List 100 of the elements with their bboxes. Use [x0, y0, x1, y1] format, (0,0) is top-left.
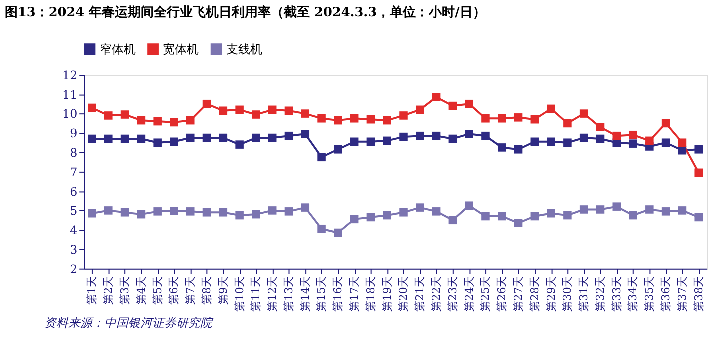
point: [580, 110, 588, 118]
point: [154, 208, 162, 216]
point: [318, 224, 326, 234]
point: [236, 140, 244, 149]
point: [514, 219, 523, 228]
point: [482, 212, 490, 221]
point: [383, 116, 392, 125]
x-tick-label: 第25天: [479, 276, 492, 312]
x-tick-label: 第17天: [348, 276, 362, 312]
x-tick-label: 第1天: [86, 276, 99, 306]
point: [514, 146, 523, 154]
x-tick-label: 第6天: [168, 276, 181, 306]
point: [366, 138, 376, 146]
x-tick-label: 第37天: [676, 276, 689, 312]
y-tick-label: 10: [62, 107, 78, 122]
x-tick-label: 第36天: [660, 276, 673, 312]
point: [301, 204, 310, 212]
point: [448, 134, 458, 144]
point: [154, 138, 162, 148]
point: [416, 106, 424, 114]
point: [236, 211, 244, 220]
point: [400, 208, 408, 217]
point: [186, 134, 195, 142]
x-tick-label: 第13天: [282, 276, 296, 312]
point: [432, 132, 441, 140]
x-tick-label: 第27天: [512, 276, 525, 312]
point: [104, 206, 113, 215]
point: [236, 106, 244, 114]
x-tick-label: 第23天: [446, 276, 460, 312]
point: [219, 106, 228, 116]
point: [350, 138, 359, 146]
point: [104, 134, 113, 144]
point: [530, 115, 540, 124]
y-tick-label: 4: [70, 224, 78, 238]
point: [202, 208, 212, 217]
point: [202, 100, 212, 108]
point: [252, 134, 260, 142]
point: [366, 213, 376, 222]
point: [88, 209, 96, 218]
x-tick-label: 第8天: [200, 276, 214, 306]
point: [514, 114, 523, 122]
point: [596, 134, 605, 144]
legend-label: 宽体机: [163, 42, 200, 56]
point: [137, 134, 146, 144]
point: [301, 110, 310, 118]
point: [120, 208, 130, 217]
point: [186, 116, 195, 125]
point: [170, 138, 178, 146]
point: [137, 116, 146, 125]
x-tick-label: 第38天: [692, 276, 706, 312]
point: [629, 211, 638, 220]
x-tick-label: 第28天: [528, 276, 542, 312]
text: 资料来源：中国银河证券研究院: [44, 316, 214, 330]
x-tick-label: 第12天: [266, 276, 280, 312]
chart-title: 图13：2024 年春运期间全行业飞机日利用率（截至 2024.3.3，单位：小时/日）: [4, 4, 486, 21]
point: [88, 134, 96, 144]
point: [383, 136, 392, 146]
point: [186, 208, 195, 216]
point: [646, 206, 654, 214]
x-tick-label: 第20天: [397, 276, 410, 312]
point: [498, 144, 506, 152]
point: [170, 207, 178, 216]
point: [416, 204, 424, 212]
x-tick-label: 第31天: [578, 276, 591, 312]
point: [662, 208, 670, 216]
point: [482, 132, 490, 140]
y-tick-label: 5: [70, 204, 78, 218]
point: [400, 112, 408, 120]
point: [482, 114, 490, 123]
x-tick-label: 第14天: [298, 276, 312, 312]
y-tick-label: 2: [70, 262, 78, 276]
point: [564, 211, 572, 220]
point: [662, 138, 670, 148]
y-tick-label: 7: [70, 165, 78, 180]
point: [366, 115, 376, 124]
point: [564, 138, 572, 148]
legend-label: 窄体机: [100, 42, 136, 56]
x-tick-label: 第10天: [233, 276, 246, 312]
x-tick-label: 第15天: [315, 276, 328, 312]
point: [465, 100, 474, 108]
point: [432, 208, 441, 216]
y-tick-label: 9: [70, 126, 78, 141]
point: [596, 123, 605, 132]
point: [219, 208, 228, 217]
point: [350, 215, 359, 224]
point: [252, 110, 260, 119]
y-tick-label: 11: [62, 88, 78, 102]
point: [629, 130, 638, 140]
point: [530, 138, 540, 146]
point: [334, 116, 342, 125]
point: [448, 216, 458, 225]
point: [268, 106, 277, 114]
point: [104, 112, 113, 120]
point: [612, 202, 622, 211]
x-tick-label: 第9天: [216, 276, 230, 306]
x-tick-label: 第30天: [561, 276, 574, 312]
point: [120, 134, 130, 144]
point: [301, 130, 310, 138]
legend-label: 支线机: [226, 42, 262, 56]
point: [318, 153, 326, 162]
